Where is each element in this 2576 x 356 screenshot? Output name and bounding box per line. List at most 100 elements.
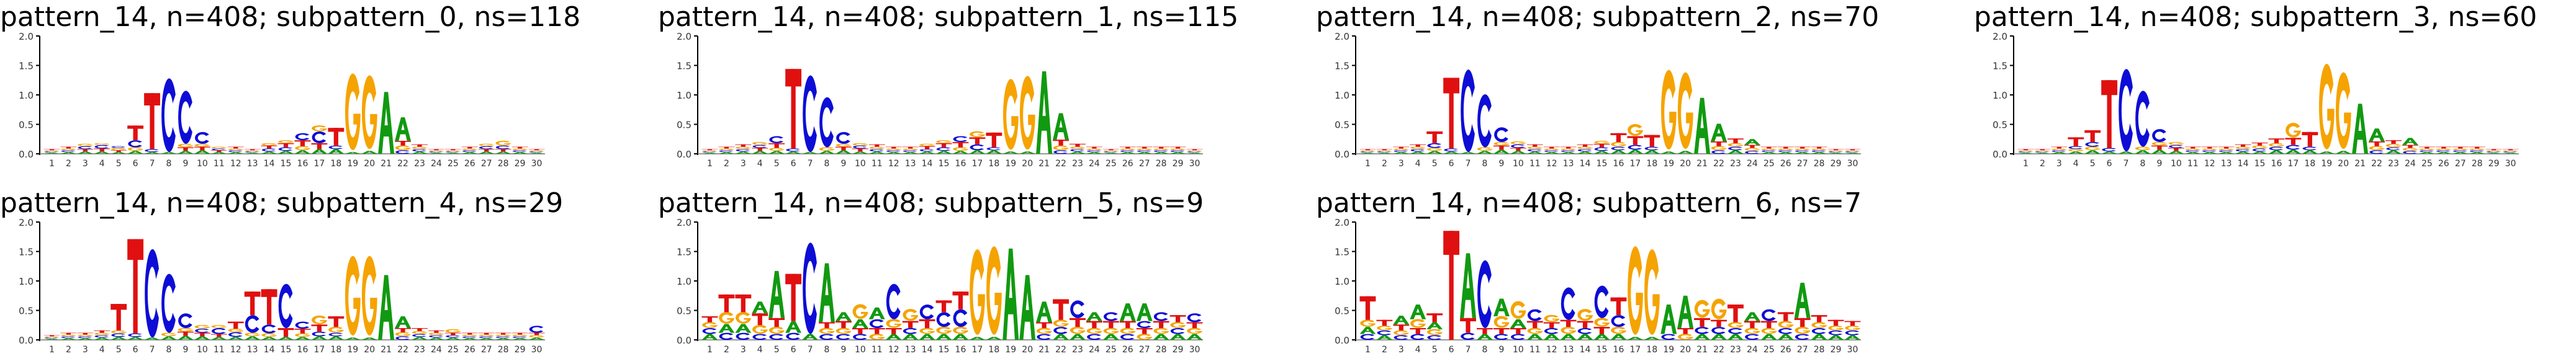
letter-T-pos9 bbox=[1493, 146, 1510, 150]
letter-T-pos22 bbox=[1053, 140, 1069, 146]
letter-C-pos24 bbox=[1745, 334, 1759, 340]
letter-C-pos1 bbox=[1361, 334, 1375, 340]
x-tick-label: 27 bbox=[2455, 159, 2466, 169]
letter-C-pos8 bbox=[1477, 94, 1492, 148]
letter-A-pos24 bbox=[2402, 138, 2418, 145]
letter-G-pos26 bbox=[1778, 148, 1794, 150]
letter-T-pos26 bbox=[462, 147, 478, 149]
letter-A-pos30 bbox=[1187, 334, 1203, 340]
letter-A-pos21 bbox=[1036, 71, 1052, 154]
x-tick-label: 20 bbox=[364, 345, 375, 354]
letter-A-pos23 bbox=[1727, 334, 1744, 340]
x-tick-label: 24 bbox=[1747, 345, 1758, 354]
x-tick-label: 21 bbox=[2354, 159, 2366, 169]
y-tick-label: 1.0 bbox=[19, 276, 34, 287]
letter-G-pos30 bbox=[1187, 150, 1202, 151]
letter-A-pos12 bbox=[1544, 334, 1560, 340]
x-tick-label: 13 bbox=[247, 345, 258, 354]
letter-G-pos2 bbox=[61, 334, 76, 336]
letter-T-pos16 bbox=[295, 329, 311, 334]
letter-C-pos5 bbox=[111, 146, 125, 148]
letter-C-pos1 bbox=[1361, 151, 1375, 153]
x-tick-label: 3 bbox=[83, 345, 88, 354]
letter-A-pos27 bbox=[1137, 303, 1153, 321]
letter-A-pos14 bbox=[1577, 334, 1593, 340]
letter-T-pos23 bbox=[412, 328, 428, 331]
letter-G-pos13 bbox=[245, 150, 260, 151]
letter-C-pos23 bbox=[1728, 147, 1742, 151]
letter-G-pos1 bbox=[702, 322, 718, 328]
letter-G-pos27 bbox=[1795, 148, 1811, 150]
x-tick-label: 17 bbox=[971, 345, 983, 354]
x-tick-label: 23 bbox=[1072, 345, 1083, 354]
letter-C-pos3 bbox=[78, 336, 92, 338]
x-tick-label: 30 bbox=[1847, 159, 1858, 169]
letter-C-pos2 bbox=[2035, 151, 2050, 153]
x-tick-label: 19 bbox=[2321, 159, 2332, 169]
letter-C-pos8 bbox=[1477, 260, 1492, 328]
x-tick-label: 8 bbox=[2140, 159, 2146, 169]
letter-T-pos3 bbox=[77, 333, 93, 335]
x-tick-label: 10 bbox=[1513, 159, 1524, 169]
letter-T-pos29 bbox=[1170, 315, 1186, 322]
panel-title: pattern_14, n=408; subpattern_5, ns=9 bbox=[658, 187, 1204, 219]
letter-G-pos16 bbox=[953, 147, 968, 151]
x-tick-label: 27 bbox=[1797, 345, 1808, 354]
letter-T-pos14 bbox=[919, 319, 935, 328]
x-tick-label: 18 bbox=[988, 345, 999, 354]
letter-T-pos4 bbox=[1410, 145, 1426, 147]
letter-G-pos11 bbox=[212, 147, 227, 149]
letter-A-pos28 bbox=[1811, 334, 1827, 340]
letter-T-pos15 bbox=[1594, 144, 1610, 148]
panel-title: pattern_14, n=408; subpattern_2, ns=70 bbox=[1316, 1, 1879, 33]
x-tick-label: 20 bbox=[1680, 159, 1691, 169]
letter-G-pos26 bbox=[462, 148, 478, 150]
letter-G-pos1 bbox=[2018, 150, 2033, 151]
x-tick-label: 4 bbox=[1415, 159, 1421, 169]
x-tick-label: 10 bbox=[1513, 345, 1524, 354]
letter-T-pos1 bbox=[1360, 149, 1376, 150]
letter-C-pos17 bbox=[312, 332, 327, 337]
x-tick-label: 3 bbox=[83, 159, 88, 169]
letter-G-pos28 bbox=[495, 334, 511, 336]
letter-G-pos28 bbox=[1811, 322, 1827, 328]
letter-T-pos11 bbox=[2185, 147, 2201, 149]
letter-C-pos29 bbox=[513, 150, 527, 152]
letter-A-pos15 bbox=[936, 334, 952, 340]
letter-G-pos25 bbox=[1762, 148, 1777, 150]
letter-T-pos2 bbox=[2034, 149, 2050, 150]
letter-C-pos29 bbox=[2487, 151, 2501, 153]
letter-T-pos9 bbox=[835, 321, 852, 328]
x-tick-label: 7 bbox=[150, 159, 155, 169]
letter-G-pos22 bbox=[1711, 299, 1727, 319]
y-tick-label: 1.5 bbox=[1335, 61, 1349, 72]
x-tick-label: 13 bbox=[905, 345, 916, 354]
x-tick-label: 23 bbox=[1730, 159, 1741, 169]
letter-T-pos4 bbox=[94, 331, 110, 333]
x-tick-label: 21 bbox=[1038, 159, 1050, 169]
y-tick-label: 0.0 bbox=[19, 335, 34, 346]
letter-G-pos23 bbox=[1728, 322, 1744, 328]
letter-C-pos18 bbox=[2303, 147, 2317, 151]
letter-C-pos7 bbox=[145, 149, 159, 152]
x-tick-label: 4 bbox=[757, 159, 763, 169]
letter-T-pos4 bbox=[752, 148, 768, 151]
letter-A-pos30 bbox=[1845, 335, 1861, 340]
letter-A-pos17 bbox=[311, 149, 327, 154]
letter-T-pos6 bbox=[785, 69, 801, 148]
letter-T-pos30 bbox=[1845, 149, 1861, 150]
x-tick-label: 9 bbox=[182, 345, 188, 354]
letter-C-pos22 bbox=[1711, 327, 1726, 334]
letter-G-pos22 bbox=[1711, 146, 1727, 150]
letter-G-pos5 bbox=[769, 327, 785, 334]
x-tick-label: 25 bbox=[1106, 345, 1117, 354]
letter-A-pos4 bbox=[1410, 305, 1426, 319]
letter-G-pos30 bbox=[1187, 328, 1202, 334]
letter-T-pos29 bbox=[1828, 149, 1844, 150]
letter-T-pos1 bbox=[44, 335, 60, 336]
letter-T-pos9 bbox=[2151, 146, 2168, 150]
y-tick-label: 1.5 bbox=[677, 61, 691, 72]
letter-C-pos25 bbox=[1104, 151, 1118, 153]
